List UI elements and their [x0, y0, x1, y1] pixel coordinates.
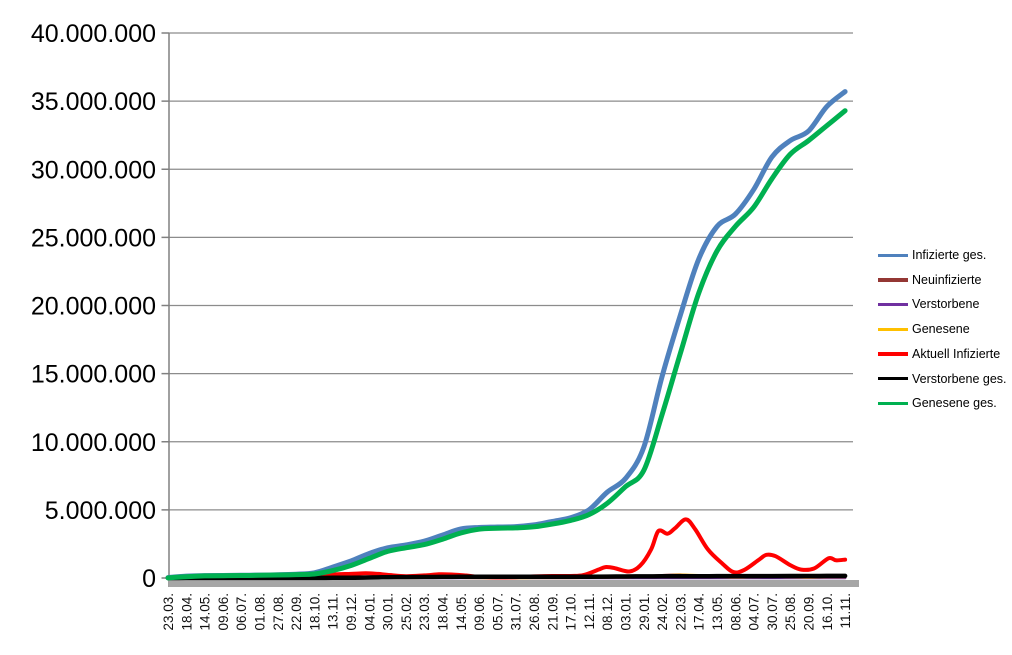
- y-axis-label: 0: [142, 565, 156, 593]
- y-axis-label: 35.000.000: [31, 88, 156, 116]
- legend-label: Verstorbene ges.: [912, 371, 1007, 386]
- x-axis-label: 30.07.: [765, 593, 780, 631]
- y-axis-labels: 0 5.000.000 10.000.000 15.000.000 20.000.000…: [31, 20, 156, 593]
- legend-swatch-genesene: [878, 327, 908, 332]
- x-axis-label: 18.04.: [436, 593, 451, 631]
- legend-label: Verstorbene: [912, 297, 980, 312]
- x-axis-label: 14.05.: [198, 593, 213, 631]
- x-axis-label: 18.04.: [179, 593, 194, 631]
- x-axis-label: 26.08.: [527, 593, 542, 631]
- x-axis-label: 13.11.: [326, 593, 341, 630]
- x-axis-label: 18.10.: [307, 593, 322, 631]
- series-lines: [165, 89, 848, 581]
- legend-entry-neuinfizierte: Neuinfizierte: [878, 268, 1012, 293]
- x-axis-label: 04.01.: [362, 593, 377, 631]
- x-axis-label: 23.03.: [161, 593, 176, 631]
- legend-swatch-aktuell-infizierte: [878, 352, 908, 356]
- x-axis-label: 25.08.: [783, 593, 798, 631]
- chart-legend: Infizierte ges. Neuinfizierte Verstorbene G…: [878, 243, 1012, 416]
- x-axis-label: 12.11.: [582, 593, 597, 630]
- x-axis-label: 08.12.: [600, 593, 615, 631]
- x-axis-label: 20.09.: [802, 593, 817, 631]
- legend-label: Neuinfizierte: [912, 272, 982, 287]
- x-axis-label: 31.07.: [509, 593, 524, 631]
- x-axis-label: 29.01.: [637, 593, 652, 631]
- series-line-infizierte-ges: [165, 89, 848, 581]
- legend-label: Aktuell Infizierte: [912, 346, 1001, 361]
- x-axis-label: 05.07.: [490, 593, 505, 631]
- legend-entry-infizierte-ges: Infizierte ges.: [878, 243, 1012, 268]
- y-axis-label: 30.000.000: [31, 156, 156, 184]
- x-axis-label: 13.05.: [710, 593, 725, 631]
- y-axis-label: 10.000.000: [31, 429, 156, 457]
- y-axis-label: 5.000.000: [45, 497, 156, 525]
- y-axis-label: 15.000.000: [31, 361, 156, 389]
- x-axis-label: 06.07.: [234, 593, 249, 631]
- x-axis-label: 08.06.: [728, 593, 743, 631]
- x-axis-label: 23.03.: [417, 593, 432, 631]
- x-axis-label: 27.08.: [271, 593, 286, 631]
- legend-swatch-genesene-ges: [878, 401, 908, 406]
- legend-entry-genesene: Genesene: [878, 317, 1012, 342]
- x-axis-label: 22.03.: [673, 593, 688, 631]
- x-axis-label: 25.02.: [399, 593, 414, 631]
- legend-entry-verstorbene-ges: Verstorbene ges.: [878, 366, 1012, 391]
- gridlines: [169, 32, 853, 511]
- x-axis-labels: 23.03. 18.04. 14.05. 09.06. 06.07. 01.08. 27.0…: [161, 593, 853, 631]
- y-axis-label: 25.000.000: [31, 224, 156, 252]
- y-axis-label: 20.000.000: [31, 293, 156, 321]
- x-axis-label: 16.10.: [820, 593, 835, 631]
- x-axis-label: 09.06.: [216, 593, 231, 631]
- x-axis-label: 22.09.: [289, 593, 304, 631]
- legend-label: Infizierte ges.: [912, 248, 987, 263]
- series-line-genesene-ges: [165, 108, 848, 581]
- legend-entry-aktuell-infizierte: Aktuell Infizierte: [878, 342, 1012, 367]
- x-axis-label: 17.10.: [564, 593, 579, 631]
- legend-swatch-neuinfizierte: [878, 278, 908, 282]
- legend-swatch-infizierte-ges: [878, 253, 908, 258]
- x-axis-label: 17.04.: [692, 593, 707, 631]
- x-axis-label: 11.11.: [838, 593, 853, 629]
- legend-label: Genesene ges.: [912, 396, 997, 411]
- x-axis-label: 30.01.: [381, 593, 396, 631]
- x-axis-label: 14.05.: [454, 593, 469, 631]
- x-axis-label: 09.06.: [472, 593, 487, 631]
- series-line-verstorbene-ges: [165, 573, 848, 581]
- legend-entry-verstorbene: Verstorbene: [878, 292, 1012, 317]
- x-axis-label: 09.12.: [344, 593, 359, 631]
- x-axis-label: 01.08.: [253, 593, 268, 631]
- x-axis-bar: [169, 580, 859, 587]
- legend-label: Genesene: [912, 322, 970, 337]
- x-axis-label: 03.01.: [619, 593, 634, 631]
- legend-swatch-verstorbene: [878, 303, 908, 307]
- y-axis-label: 40.000.000: [31, 20, 156, 48]
- legend-entry-genesene-ges: Genesene ges.: [878, 391, 1012, 416]
- x-axis-label: 21.09.: [545, 593, 560, 631]
- legend-swatch-verstorbene-ges: [878, 377, 908, 381]
- y-axis-ticks: [161, 32, 169, 579]
- x-axis-label: 24.02.: [655, 593, 670, 631]
- x-axis-label: 04.07.: [747, 593, 762, 631]
